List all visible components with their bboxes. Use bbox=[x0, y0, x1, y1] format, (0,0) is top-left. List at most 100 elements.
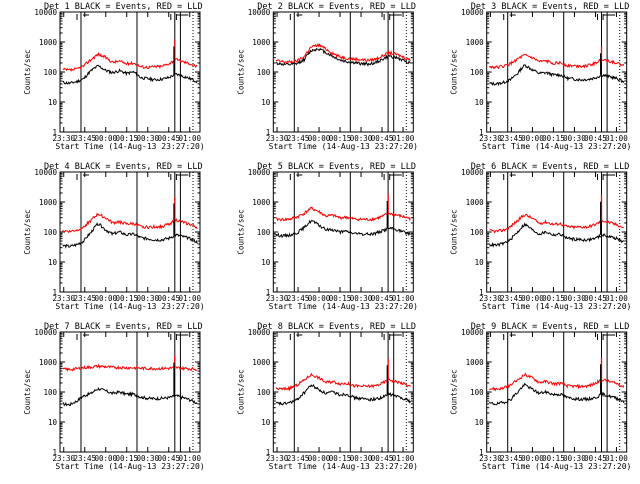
lld-series-line bbox=[62, 52, 198, 73]
y-tick-label: 1000 bbox=[252, 198, 271, 207]
y-axis-label: Counts/sec bbox=[23, 209, 32, 254]
x-tick-label: 23:30 bbox=[479, 294, 502, 303]
x-tick-label: 01:00 bbox=[392, 454, 415, 463]
x-tick-label: 01:00 bbox=[605, 294, 628, 303]
x-axis-label: Start Time (14-Aug-13 23:27:20) bbox=[55, 302, 204, 311]
x-tick-label: 23:30 bbox=[479, 454, 502, 463]
y-tick-label: 1000 bbox=[39, 358, 58, 367]
lld-series-line bbox=[489, 53, 625, 70]
y-tick-label: 10000 bbox=[461, 168, 484, 177]
y-tick-label: 1 bbox=[479, 288, 484, 297]
y-tick-label: 10 bbox=[475, 418, 485, 427]
lld-series-line bbox=[275, 372, 411, 392]
y-tick-label: 1 bbox=[52, 448, 57, 457]
x-tick-label: 00:45 bbox=[584, 134, 607, 143]
x-tick-label: 01:00 bbox=[392, 294, 415, 303]
x-tick-label: 00:15 bbox=[329, 454, 352, 463]
y-tick-label: 10000 bbox=[248, 8, 271, 17]
x-tick-label: 00:45 bbox=[157, 294, 180, 303]
x-tick-label: 00:00 bbox=[308, 294, 331, 303]
panel: Det 3 BLACK = Events, RED = LLD 1 10 100 100… bbox=[450, 2, 632, 151]
panel: Det 5 BLACK = Events, RED = LLD 1 10 100 100… bbox=[236, 162, 418, 311]
lld-series-line bbox=[489, 213, 625, 234]
x-tick-label: 00:00 bbox=[94, 454, 117, 463]
x-tick-label: 23:45 bbox=[73, 454, 96, 463]
x-tick-label: 00:00 bbox=[94, 294, 117, 303]
x-tick-label: 23:45 bbox=[73, 294, 96, 303]
x-tick-label: 00:00 bbox=[308, 454, 331, 463]
x-tick-label: 23:30 bbox=[266, 454, 289, 463]
x-tick-label: 00:30 bbox=[136, 294, 159, 303]
y-tick-label: 100 bbox=[257, 228, 271, 237]
x-tick-label: 23:45 bbox=[287, 134, 310, 143]
events-series-line bbox=[62, 64, 198, 85]
x-tick-label: 23:30 bbox=[52, 454, 75, 463]
y-tick-label: 10000 bbox=[34, 168, 57, 177]
x-tick-label: 23:45 bbox=[287, 294, 310, 303]
y-axis-label: Counts/sec bbox=[450, 209, 459, 254]
x-tick-label: 00:15 bbox=[329, 294, 352, 303]
panel-title: Det 1 BLACK = Events, RED = LLD bbox=[44, 2, 203, 12]
x-tick-label: 23:30 bbox=[266, 134, 289, 143]
lld-series-line bbox=[275, 42, 411, 64]
y-tick-label: 100 bbox=[43, 228, 57, 237]
x-tick-label: 01:00 bbox=[605, 134, 628, 143]
panel-title: Det 9 BLACK = Events, RED = LLD bbox=[471, 322, 630, 332]
x-tick-label: 00:00 bbox=[521, 454, 544, 463]
y-tick-label: 1000 bbox=[466, 198, 485, 207]
x-tick-label: 23:45 bbox=[73, 134, 96, 143]
lld-series-line bbox=[275, 206, 411, 222]
x-tick-label: 00:45 bbox=[584, 294, 607, 303]
x-tick-label: 01:00 bbox=[605, 454, 628, 463]
x-tick-label: 23:30 bbox=[52, 134, 75, 143]
y-tick-label: 1 bbox=[266, 448, 271, 457]
y-tick-label: 100 bbox=[470, 228, 484, 237]
y-tick-label: 10 bbox=[475, 258, 485, 267]
events-series-line bbox=[489, 382, 625, 406]
x-tick-label: 23:45 bbox=[500, 134, 523, 143]
lld-series-line bbox=[489, 372, 625, 392]
y-tick-label: 10 bbox=[48, 98, 58, 107]
panel-title: Det 4 BLACK = Events, RED = LLD bbox=[44, 162, 203, 172]
y-tick-label: 10000 bbox=[248, 168, 271, 177]
x-axis-label: Start Time (14-Aug-13 23:27:20) bbox=[482, 302, 631, 311]
events-series-line bbox=[275, 383, 411, 406]
y-tick-label: 1000 bbox=[39, 38, 58, 47]
x-tick-label: 00:30 bbox=[350, 294, 373, 303]
events-series-line bbox=[275, 219, 411, 239]
y-tick-label: 1 bbox=[266, 288, 271, 297]
y-tick-label: 10 bbox=[48, 258, 58, 267]
y-axis-label: Counts/sec bbox=[450, 49, 459, 94]
y-tick-label: 1000 bbox=[252, 38, 271, 47]
y-tick-label: 100 bbox=[470, 68, 484, 77]
y-axis-label: Counts/sec bbox=[450, 369, 459, 414]
x-tick-label: 00:45 bbox=[157, 454, 180, 463]
y-tick-label: 10 bbox=[261, 258, 271, 267]
lld-series-line bbox=[62, 212, 198, 234]
panel-title: Det 5 BLACK = Events, RED = LLD bbox=[257, 162, 416, 172]
y-axis-label: Counts/sec bbox=[23, 49, 32, 94]
y-tick-label: 1 bbox=[479, 448, 484, 457]
x-tick-label: 23:45 bbox=[500, 454, 523, 463]
y-tick-label: 1 bbox=[52, 128, 57, 137]
panel: Det 4 BLACK = Events, RED = LLD 1 10 100 100… bbox=[23, 162, 205, 311]
y-tick-label: 100 bbox=[470, 388, 484, 397]
x-tick-label: 00:15 bbox=[542, 134, 565, 143]
x-tick-label: 00:45 bbox=[584, 454, 607, 463]
x-tick-label: 00:15 bbox=[115, 294, 138, 303]
y-tick-label: 10000 bbox=[34, 328, 57, 337]
panel-title: Det 6 BLACK = Events, RED = LLD bbox=[471, 162, 630, 172]
x-tick-label: 00:30 bbox=[136, 454, 159, 463]
y-axis-label: Counts/sec bbox=[236, 49, 245, 94]
x-tick-label: 23:30 bbox=[266, 294, 289, 303]
lld-series-line bbox=[62, 363, 198, 372]
y-tick-label: 100 bbox=[257, 388, 271, 397]
x-tick-label: 00:45 bbox=[157, 134, 180, 143]
events-series-line bbox=[489, 64, 625, 87]
x-tick-label: 00:00 bbox=[308, 134, 331, 143]
events-series-line bbox=[276, 47, 411, 67]
panel: Det 2 BLACK = Events, RED = LLD 1 10 100 100… bbox=[236, 2, 418, 151]
y-tick-label: 10 bbox=[261, 98, 271, 107]
y-tick-label: 1000 bbox=[466, 358, 485, 367]
